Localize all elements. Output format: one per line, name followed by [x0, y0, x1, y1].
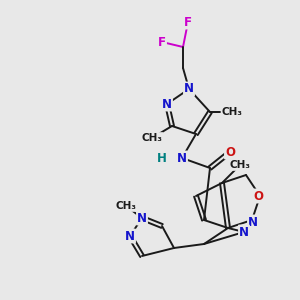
- Text: N: N: [162, 98, 172, 110]
- Text: N: N: [125, 230, 135, 242]
- Text: F: F: [158, 35, 166, 49]
- Text: CH₃: CH₃: [221, 107, 242, 117]
- Text: CH₃: CH₃: [142, 133, 163, 143]
- Text: F: F: [184, 16, 192, 28]
- Text: N: N: [239, 226, 249, 238]
- Text: N: N: [177, 152, 187, 164]
- Text: CH₃: CH₃: [230, 160, 250, 170]
- Text: N: N: [248, 215, 258, 229]
- Text: N: N: [137, 212, 147, 224]
- Text: N: N: [184, 82, 194, 95]
- Text: O: O: [225, 146, 235, 158]
- Text: H: H: [157, 152, 167, 164]
- Text: CH₃: CH₃: [116, 201, 136, 211]
- Text: O: O: [253, 190, 263, 202]
